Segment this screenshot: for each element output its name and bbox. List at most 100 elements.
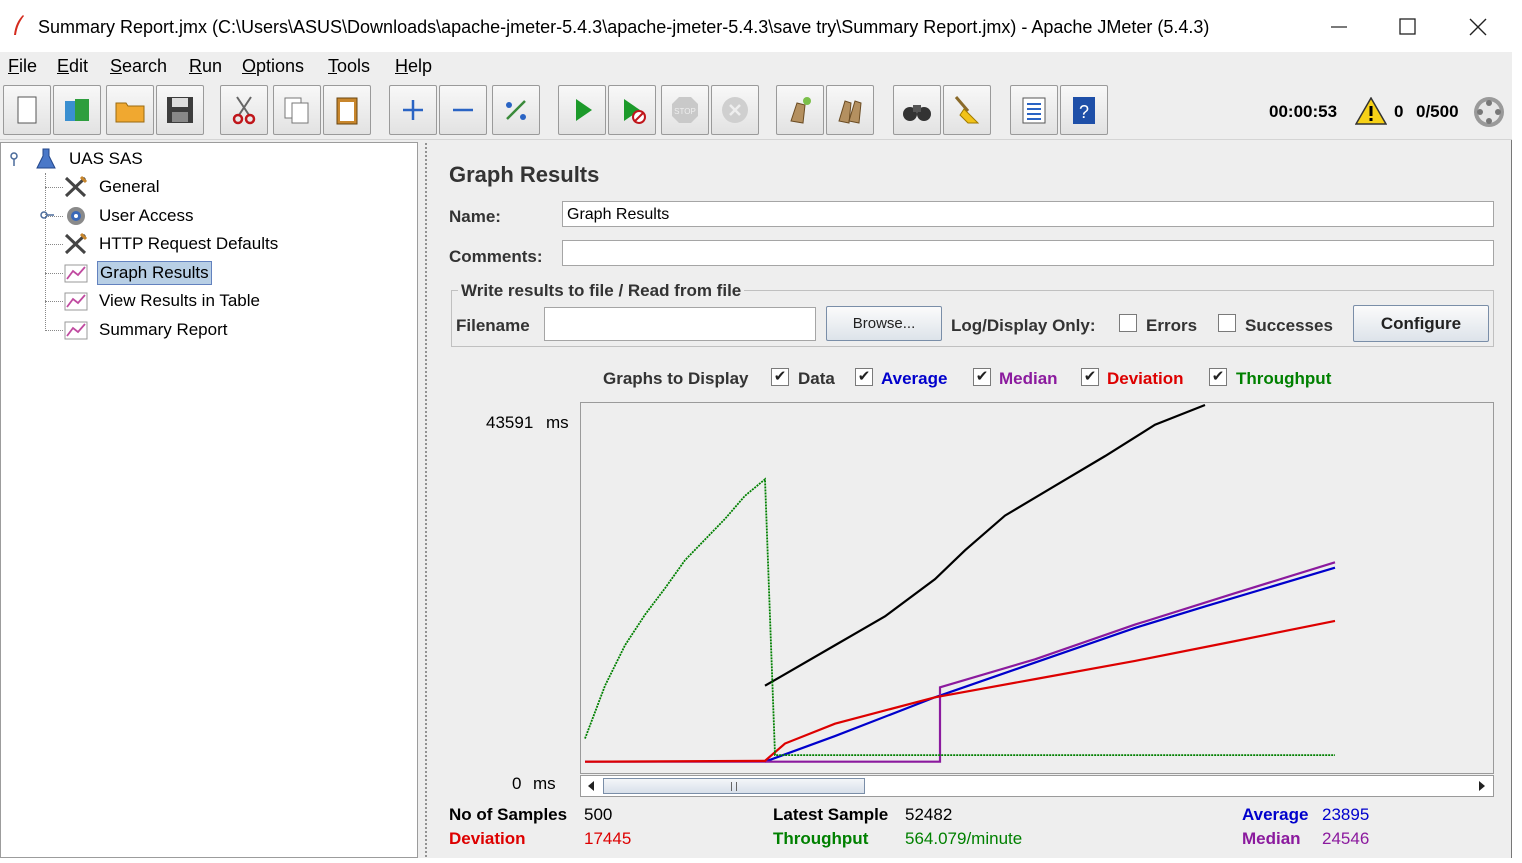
tree-node-label: HTTP Request Defaults: [99, 234, 279, 253]
menu-tools[interactable]: Tools: [328, 56, 371, 76]
toggle-wand-icon: [506, 100, 526, 120]
deviation-checkbox[interactable]: ✔: [1081, 368, 1099, 386]
minimize-icon: [1331, 26, 1347, 28]
save-disk-icon: [167, 97, 193, 123]
data-checkbox[interactable]: ✔: [771, 368, 789, 386]
menu-options[interactable]: Options: [242, 56, 305, 76]
menu-search[interactable]: Search: [110, 56, 168, 76]
listener-graph-icon: [64, 264, 88, 283]
paste-button[interactable]: [323, 85, 371, 135]
tree-node-summary-report[interactable]: Summary Report: [63, 317, 229, 343]
tree-node-http-request-defaults[interactable]: HTTP Request Defaults: [63, 231, 280, 257]
window-title: Summary Report.jmx (C:\Users\ASUS\Downlo…: [38, 17, 1210, 37]
cut-button[interactable]: [220, 85, 268, 135]
successes-checkbox[interactable]: [1218, 314, 1236, 332]
save-button[interactable]: [156, 85, 204, 135]
list-icon: [1022, 97, 1046, 124]
file-group-box: [451, 290, 1494, 347]
tree-expand-icon[interactable]: [39, 209, 55, 221]
help-button[interactable]: ?: [1060, 85, 1108, 135]
tree-node-graph-results[interactable]: Graph Results: [63, 260, 212, 286]
series-line-throughput: [584, 477, 1335, 756]
svg-text:?: ?: [1079, 102, 1089, 122]
tree-node-label: UAS SAS: [69, 149, 143, 168]
jmeter-feather-icon: [14, 15, 24, 35]
median-stat-value: 24546: [1322, 829, 1370, 848]
graphs-to-display-label: Graphs to Display: [603, 369, 749, 388]
throughput-stat-label: Throughput: [773, 829, 869, 848]
open-folder-icon: [115, 102, 145, 123]
collapse-all-button[interactable]: [439, 85, 487, 135]
stop-button[interactable]: STOP: [661, 85, 709, 135]
series-line-average: [764, 566, 1336, 763]
average-checkbox[interactable]: ✔: [855, 368, 873, 386]
warning-count: 0: [1394, 102, 1404, 121]
scroll-right-arrow-icon[interactable]: [1476, 780, 1488, 792]
thread-group-gear-icon: [67, 207, 85, 225]
tree-node-label: General: [99, 177, 160, 196]
close-icon: [1469, 18, 1487, 36]
maximize-button[interactable]: [1385, 8, 1431, 44]
menu-run[interactable]: Run: [189, 56, 223, 76]
tree-node-view-results-in-table[interactable]: View Results in Table: [63, 288, 262, 314]
scroll-left-arrow-icon[interactable]: [585, 780, 597, 792]
menu-file[interactable]: File: [8, 56, 38, 76]
menu-edit[interactable]: Edit: [57, 56, 89, 76]
function-helper-button[interactable]: [1010, 85, 1058, 135]
comments-label: Comments:: [449, 247, 543, 266]
filename-field[interactable]: [544, 307, 816, 341]
test-plan-flask-icon: [36, 148, 56, 169]
close-button[interactable]: [1455, 8, 1501, 44]
tree-node-test-plan[interactable]: UAS SAS: [33, 146, 145, 172]
config-tools-icon: [64, 232, 88, 255]
y-axis-max-value: 43591: [486, 413, 534, 432]
configure-button[interactable]: Configure: [1353, 305, 1489, 342]
scissors-icon: [232, 96, 256, 125]
comments-field[interactable]: [562, 240, 1494, 266]
play-no-timers-icon: [624, 99, 646, 124]
average-stat-label: Average: [1242, 805, 1309, 824]
series-line-deviation: [584, 619, 1336, 763]
minimize-button[interactable]: [1316, 8, 1362, 44]
copy-button[interactable]: [273, 85, 321, 135]
expand-all-button[interactable]: [389, 85, 437, 135]
graph-horizontal-scrollbar[interactable]: [580, 775, 1494, 797]
deviation-stat-label: Deviation: [449, 829, 526, 848]
name-field[interactable]: Graph Results: [562, 201, 1494, 227]
start-no-pauses-button[interactable]: [608, 85, 656, 135]
browse-button[interactable]: Browse...: [826, 306, 942, 341]
errors-checkbox[interactable]: [1119, 314, 1137, 332]
warning-icon[interactable]: [1355, 97, 1387, 125]
tree-node-label: Graph Results: [97, 261, 212, 285]
search-button[interactable]: [893, 85, 941, 135]
panel-title: Graph Results: [449, 162, 600, 187]
average-graph-label: Average: [881, 369, 948, 388]
maximize-icon: [1399, 18, 1416, 35]
tree-toggle-icon[interactable]: [9, 151, 25, 167]
latest-sample-value: 52482: [905, 805, 953, 824]
open-button[interactable]: [106, 85, 154, 135]
deviation-graph-label: Deviation: [1107, 369, 1184, 388]
thread-count: 0/500: [1416, 102, 1459, 121]
menu-help[interactable]: Help: [395, 56, 433, 76]
clear-all-button[interactable]: [826, 85, 874, 135]
throughput-stat-value: 564.079/minute: [905, 829, 1023, 848]
scroll-thumb[interactable]: [603, 778, 865, 794]
split-pane-divider[interactable]: [420, 142, 432, 858]
templates-button[interactable]: [53, 85, 101, 135]
test-plan-tree: UAS SAS General User Access HTTP Request…: [0, 142, 418, 858]
name-label: Name:: [449, 207, 501, 226]
copy-icon: [284, 97, 309, 124]
start-button[interactable]: [558, 85, 606, 135]
tree-node-user-access[interactable]: User Access: [63, 203, 195, 229]
new-document-icon: [17, 96, 37, 124]
clear-button[interactable]: [776, 85, 824, 135]
throughput-checkbox[interactable]: ✔: [1209, 368, 1227, 386]
tree-node-general[interactable]: General: [63, 174, 161, 200]
toggle-button[interactable]: [492, 85, 540, 135]
new-button[interactable]: [3, 85, 51, 135]
shutdown-button[interactable]: [711, 85, 759, 135]
median-checkbox[interactable]: ✔: [973, 368, 991, 386]
menu-bar: File Edit Search Run Options Tools Help: [0, 52, 1512, 82]
reset-search-button[interactable]: [943, 85, 991, 135]
